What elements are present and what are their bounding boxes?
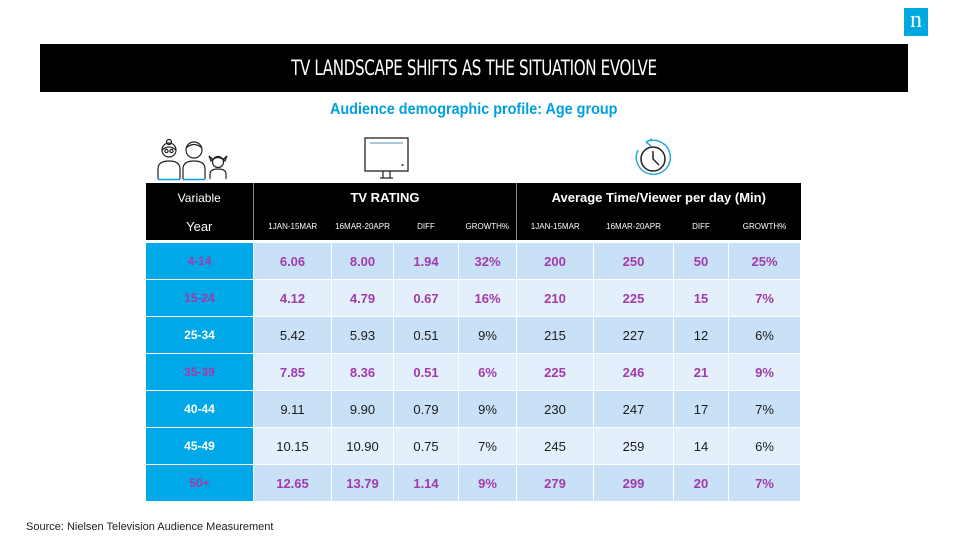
header-year: Year	[145, 212, 254, 240]
cell-time-growth: 7%	[728, 464, 801, 502]
col-time-diff: DIFF	[673, 212, 729, 240]
cell-tv-diff: 0.51	[393, 316, 459, 354]
table-row: 35-39 7.85 8.36 0.51 6% 225 246 21 9%	[145, 353, 801, 391]
cell-tv-period2: 9.90	[331, 390, 394, 428]
title-banner: TV LANDSCAPE SHIFTS AS THE SITUATION EVO…	[40, 44, 908, 92]
age-group-cell: 35-39	[145, 353, 254, 391]
col-tv-growth: GROWTH%	[458, 212, 517, 240]
cell-time-period2: 246	[593, 353, 674, 391]
cell-tv-period2: 8.00	[331, 242, 394, 280]
age-group-cell: 40-44	[145, 390, 254, 428]
cell-tv-period1: 6.06	[253, 242, 332, 280]
cell-tv-diff: 0.79	[393, 390, 459, 428]
cell-time-period1: 230	[516, 390, 594, 428]
cell-tv-growth: 9%	[458, 316, 517, 354]
cell-tv-growth: 32%	[458, 242, 517, 280]
age-group-cell: 4-14	[145, 242, 254, 280]
cell-tv-period2: 10.90	[331, 427, 394, 465]
cell-time-growth: 9%	[728, 353, 801, 391]
age-group-cell: 15-24	[145, 279, 254, 317]
cell-time-growth: 6%	[728, 316, 801, 354]
cell-tv-period2: 4.79	[331, 279, 394, 317]
cell-tv-growth: 7%	[458, 427, 517, 465]
cell-tv-growth: 6%	[458, 353, 517, 391]
table-row: 50+ 12.65 13.79 1.14 9% 279 299 20 7%	[145, 464, 801, 502]
cell-tv-diff: 1.14	[393, 464, 459, 502]
cell-tv-diff: 0.67	[393, 279, 459, 317]
age-group-cell: 50+	[145, 464, 254, 502]
col-tv-diff: DIFF	[393, 212, 459, 240]
table-row: 4-14 6.06 8.00 1.94 32% 200 250 50 25%	[145, 242, 801, 280]
col-tv-period1: 1JAN-15MAR	[253, 212, 332, 240]
age-group-cell: 25-34	[145, 316, 254, 354]
subtitle-text: Audience demographic profile: Age group	[330, 101, 618, 118]
header-variable: Variable	[145, 183, 254, 212]
cell-time-period1: 225	[516, 353, 594, 391]
cell-tv-period1: 12.65	[253, 464, 332, 502]
cell-tv-diff: 0.51	[393, 353, 459, 391]
cell-time-diff: 20	[673, 464, 729, 502]
table-body: 4-14 6.06 8.00 1.94 32% 200 250 50 25% 15-24 4.12 4…	[145, 242, 801, 502]
nielsen-logo: n	[904, 8, 928, 36]
cell-time-period1: 200	[516, 242, 594, 280]
col-time-period2: 16MAR-20APR	[593, 212, 674, 240]
source-note: Source: Nielsen Television Audience Meas…	[26, 521, 274, 533]
cell-time-growth: 7%	[728, 390, 801, 428]
table-row: 45-49 10.15 10.90 0.75 7% 245 259 14 6%	[145, 427, 801, 465]
clock-refresh-icon	[632, 136, 674, 180]
cell-time-diff: 15	[673, 279, 729, 317]
cell-time-period1: 215	[516, 316, 594, 354]
table-row: 25-34 5.42 5.93 0.51 9% 215 227 12 6%	[145, 316, 801, 354]
cell-time-diff: 21	[673, 353, 729, 391]
table-row: 15-24 4.12 4.79 0.67 16% 210 225 15 7%	[145, 279, 801, 317]
age-group-cell: 45-49	[145, 427, 254, 465]
cell-time-diff: 17	[673, 390, 729, 428]
cell-tv-growth: 9%	[458, 464, 517, 502]
col-time-growth: GROWTH%	[728, 212, 801, 240]
header-row-columns: Year 1JAN-15MAR 16MAR-20APR DIFF GROWTH%…	[145, 212, 801, 240]
cell-tv-diff: 0.75	[393, 427, 459, 465]
cell-time-period1: 245	[516, 427, 594, 465]
cell-time-period1: 210	[516, 279, 594, 317]
cell-tv-period1: 5.42	[253, 316, 332, 354]
cell-tv-period1: 10.15	[253, 427, 332, 465]
cell-time-period2: 247	[593, 390, 674, 428]
cell-tv-diff: 1.94	[393, 242, 459, 280]
cell-time-period2: 225	[593, 279, 674, 317]
cell-time-growth: 6%	[728, 427, 801, 465]
table-row: 40-44 9.11 9.90 0.79 9% 230 247 17 7%	[145, 390, 801, 428]
cell-tv-period1: 9.11	[253, 390, 332, 428]
cell-tv-period1: 7.85	[253, 353, 332, 391]
cell-time-period2: 259	[593, 427, 674, 465]
cell-tv-growth: 16%	[458, 279, 517, 317]
subtitle: Audience demographic profile: Age group	[0, 101, 948, 119]
cell-tv-period2: 5.93	[331, 316, 394, 354]
cell-tv-growth: 9%	[458, 390, 517, 428]
cell-time-period2: 227	[593, 316, 674, 354]
cell-time-growth: 7%	[728, 279, 801, 317]
cell-tv-period2: 13.79	[331, 464, 394, 502]
family-people-icon	[156, 137, 246, 182]
cell-time-growth: 25%	[728, 242, 801, 280]
header-gap	[145, 240, 801, 243]
col-time-period1: 1JAN-15MAR	[516, 212, 594, 240]
age-group-table: Variable TV RATING Average Time/Viewer p…	[145, 183, 801, 502]
cell-tv-period2: 8.36	[331, 353, 394, 391]
page-title: TV LANDSCAPE SHIFTS AS THE SITUATION EVO…	[291, 56, 657, 80]
header-row-groups: Variable TV RATING Average Time/Viewer p…	[145, 183, 801, 212]
header-avg-time: Average Time/Viewer per day (Min)	[516, 183, 801, 212]
cell-time-period2: 250	[593, 242, 674, 280]
television-icon	[364, 137, 410, 181]
cell-time-period2: 299	[593, 464, 674, 502]
cell-tv-period1: 4.12	[253, 279, 332, 317]
col-tv-period2: 16MAR-20APR	[331, 212, 394, 240]
cell-time-diff: 50	[673, 242, 729, 280]
header-tv-rating: TV RATING	[253, 183, 517, 212]
cell-time-diff: 14	[673, 427, 729, 465]
cell-time-diff: 12	[673, 316, 729, 354]
cell-time-period1: 279	[516, 464, 594, 502]
